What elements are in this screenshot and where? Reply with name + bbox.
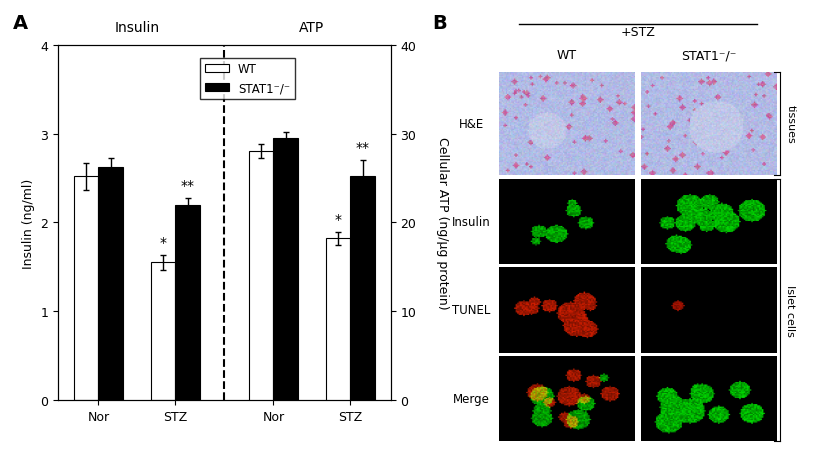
Bar — [74, 177, 98, 400]
Bar — [151, 263, 175, 400]
Bar — [326, 239, 351, 400]
Y-axis label: Insulin (ng/ml): Insulin (ng/ml) — [22, 178, 35, 268]
Y-axis label: Cellular ATP (ng/μg protein): Cellular ATP (ng/μg protein) — [435, 137, 449, 309]
Text: Insulin: Insulin — [452, 215, 491, 228]
Text: Merge: Merge — [453, 392, 490, 405]
Text: tissues: tissues — [785, 105, 795, 144]
Text: **: ** — [180, 179, 194, 193]
Bar — [351, 177, 375, 400]
Text: ATP: ATP — [299, 21, 324, 35]
Text: Islet cells: Islet cells — [785, 284, 795, 336]
Legend: WT, STAT1⁻/⁻: WT, STAT1⁻/⁻ — [200, 59, 295, 100]
Text: Insulin: Insulin — [115, 21, 160, 35]
Text: *: * — [160, 236, 167, 249]
Text: WT: WT — [557, 49, 577, 62]
Text: B: B — [432, 14, 447, 33]
Bar — [273, 139, 297, 400]
Text: *: * — [335, 212, 342, 227]
Text: TUNEL: TUNEL — [452, 304, 491, 317]
Text: STAT1⁻/⁻: STAT1⁻/⁻ — [681, 49, 737, 62]
Text: **: ** — [356, 141, 370, 155]
Bar — [98, 168, 123, 400]
Bar — [248, 152, 273, 400]
Bar — [175, 205, 200, 400]
Text: H&E: H&E — [459, 118, 484, 131]
Text: +STZ: +STZ — [621, 26, 655, 39]
Text: A: A — [12, 14, 27, 33]
